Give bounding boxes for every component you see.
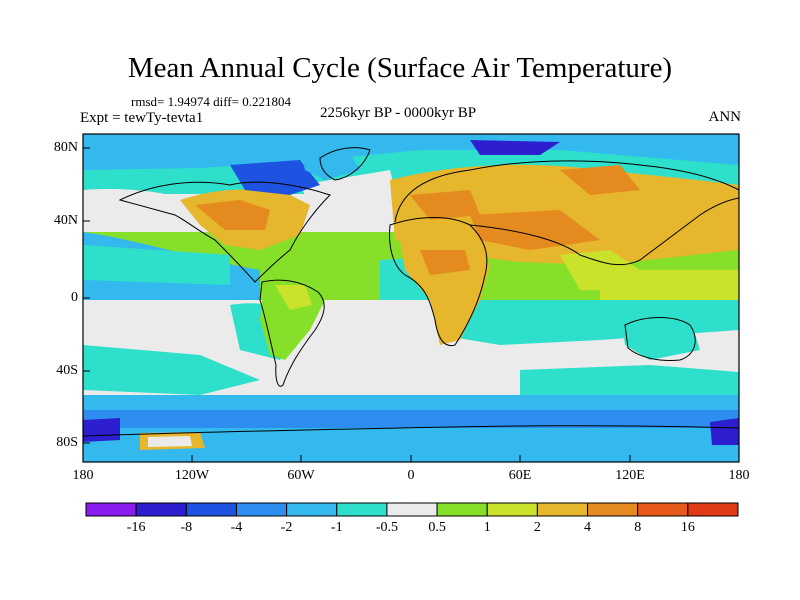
plot-title: Mean Annual Cycle (Surface Air Temperatu… [127, 52, 673, 84]
colorbar-swatch [85, 502, 137, 517]
colorbar-swatch [436, 502, 488, 517]
colorbar-swatch [386, 502, 438, 517]
x-label-0: 0 [407, 468, 415, 483]
season-label: ANN [708, 109, 742, 125]
axis-ticks [83, 147, 631, 462]
x-label-60w: 60W [287, 468, 315, 483]
colorbar-swatch [286, 502, 338, 517]
temperature-field [83, 134, 739, 462]
colorbar-label: 16 [680, 520, 695, 535]
colorbar [85, 502, 739, 517]
colorbar-swatch [637, 502, 689, 517]
colorbar-label: 2 [533, 520, 541, 535]
colorbar-label: 0.5 [428, 520, 446, 535]
colorbar-label: -2 [280, 520, 293, 535]
colorbar-swatch [185, 502, 237, 517]
colorbar-label: 4 [584, 520, 592, 535]
experiment-label: Expt = tewTy-tevta1 [80, 110, 204, 126]
colorbar-label: -4 [230, 520, 243, 535]
colorbar-swatch [336, 502, 388, 517]
colorbar-label: 1 [483, 520, 491, 535]
x-label-180e: 180 [728, 468, 750, 483]
y-label-eq: 0 [71, 290, 78, 305]
y-label-80n: 80N [53, 140, 78, 155]
y-label-40s: 40S [56, 363, 78, 378]
colorbar-swatch [536, 502, 589, 517]
x-label-180w: 180 [72, 468, 94, 483]
colorbar-label: -8 [180, 520, 193, 535]
colorbar-label: -1 [330, 520, 343, 535]
colorbar-swatch [587, 502, 639, 517]
y-label-40n: 40N [53, 213, 78, 228]
colorbar-swatch [135, 502, 187, 517]
colorbar-swatch [486, 502, 538, 517]
period-label: 2256kyr BP - 0000kyr BP [320, 105, 477, 121]
colorbar-swatch [235, 502, 288, 517]
x-label-60e: 60E [508, 468, 532, 483]
rmsd-diff-stats: rmsd= 1.94974 diff= 0.221804 [131, 94, 291, 109]
colorbar-swatch [687, 502, 739, 517]
colorbar-label: 8 [634, 520, 642, 535]
x-label-120w: 120W [174, 468, 210, 483]
colorbar-label: -16 [126, 520, 146, 535]
x-label-120e: 120E [615, 468, 645, 483]
colorbar-label: -0.5 [375, 520, 398, 535]
coastlines [83, 147, 739, 437]
y-label-80s: 80S [56, 435, 78, 450]
